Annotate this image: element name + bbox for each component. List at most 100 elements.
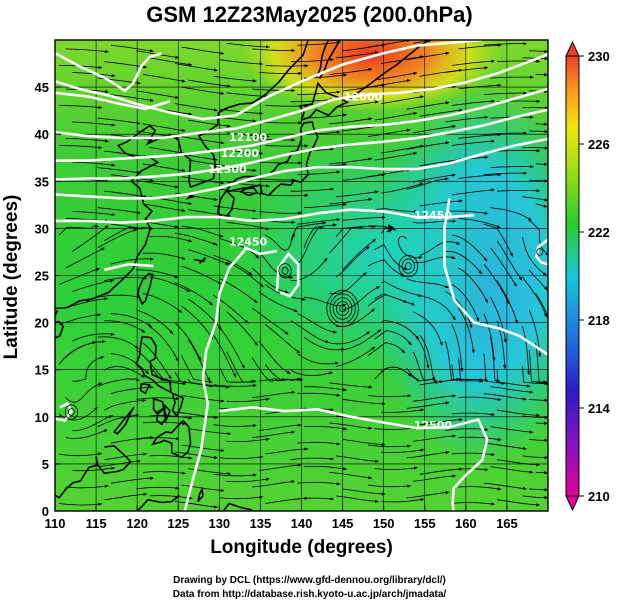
streamline <box>149 326 179 363</box>
streamline <box>136 349 170 382</box>
streamline <box>374 330 412 346</box>
streamline <box>483 393 527 401</box>
streamline <box>342 399 386 406</box>
contour-12500w <box>183 246 249 511</box>
contour-12450 <box>55 208 475 225</box>
streamline <box>445 66 489 73</box>
eddy-ring <box>64 404 79 420</box>
coastline-okinawa <box>193 257 207 264</box>
streamline <box>104 452 148 461</box>
streamline <box>374 151 418 161</box>
streamline <box>490 386 534 394</box>
streamline <box>59 502 103 506</box>
streamline <box>65 484 109 489</box>
coastline-mindanao <box>151 419 192 459</box>
streamline <box>174 322 202 362</box>
eddies <box>64 248 544 420</box>
streamline <box>226 437 270 442</box>
streamline <box>445 250 483 275</box>
eddy-ring <box>536 248 544 256</box>
streamline <box>451 188 495 196</box>
streamline <box>381 448 425 453</box>
streamline <box>529 398 548 402</box>
streamline <box>174 411 219 419</box>
streamline <box>174 501 219 509</box>
y-tick-label: 0 <box>42 504 49 519</box>
streamline <box>265 324 301 354</box>
streamline <box>381 281 423 297</box>
streamline <box>529 179 548 183</box>
streamline <box>97 413 140 428</box>
contour-ring-east <box>535 238 548 266</box>
streamline <box>142 421 187 426</box>
x-tick-label: 165 <box>496 516 518 531</box>
streamline <box>342 329 382 351</box>
streamline <box>413 311 443 346</box>
streamline <box>104 226 145 241</box>
coastline-shikoku <box>238 187 259 197</box>
contour-label: 12450 <box>229 235 268 248</box>
x-tick-label: 125 <box>167 516 189 531</box>
streamline <box>458 267 488 304</box>
map-field: 12000 12100 12200 12300 12450 12500 12450 <box>55 40 548 511</box>
contour-12100 <box>55 52 548 140</box>
streamline <box>220 455 264 459</box>
streamline <box>522 106 548 110</box>
streamline <box>258 71 303 76</box>
streamline <box>497 459 541 467</box>
streamline <box>290 320 330 344</box>
streamline <box>110 436 154 444</box>
eddy-ring <box>281 266 289 275</box>
streamline <box>65 340 106 358</box>
streamline <box>406 101 450 110</box>
streamline <box>72 225 109 252</box>
streamline <box>252 48 296 53</box>
streamline <box>445 467 489 472</box>
streamline <box>342 286 381 311</box>
streamline <box>97 377 140 388</box>
streamline <box>522 415 548 420</box>
streamline <box>104 320 146 333</box>
chart-title: GSM 12Z23May2025 (200.0hPa) <box>146 2 473 27</box>
streamline <box>226 397 270 403</box>
streamline <box>303 386 348 392</box>
streamline <box>187 249 230 265</box>
streamline <box>110 223 154 230</box>
streamline <box>368 394 412 398</box>
streamline <box>451 99 496 106</box>
coastline-kurils <box>347 40 430 101</box>
streamline <box>58 268 101 285</box>
streamline <box>110 257 154 265</box>
streamline <box>342 173 386 181</box>
streamline <box>483 263 510 305</box>
streamline <box>483 442 527 451</box>
streamline <box>535 293 548 319</box>
streamline <box>335 455 380 463</box>
streamline <box>213 75 257 83</box>
contour-12300 <box>55 108 548 181</box>
streamline <box>303 426 348 431</box>
eddy-ring <box>329 293 356 324</box>
streamline <box>97 117 141 125</box>
streamline <box>290 187 335 192</box>
eddy-ring <box>326 289 359 328</box>
streamline <box>406 278 450 289</box>
streamline <box>142 381 187 386</box>
colorbar-tick-label: 226 <box>588 137 610 152</box>
streamline <box>97 294 141 299</box>
streamline <box>226 42 270 49</box>
coastline-cebu <box>163 403 171 424</box>
x-tick-label: 115 <box>86 516 107 531</box>
streamline <box>458 43 502 50</box>
eddy-ring <box>68 408 75 416</box>
streamline <box>458 486 502 491</box>
colorbar-tick-label: 230 <box>588 49 610 64</box>
streamline <box>413 124 457 134</box>
streamline <box>374 71 418 81</box>
streamline <box>451 284 479 322</box>
y-axis-ticks: 0 5 10 15 20 25 30 35 40 45 <box>35 80 61 519</box>
coastline-sulawesi <box>136 494 180 511</box>
streamline <box>490 247 517 287</box>
streamline <box>381 182 424 194</box>
streamline <box>149 57 193 67</box>
